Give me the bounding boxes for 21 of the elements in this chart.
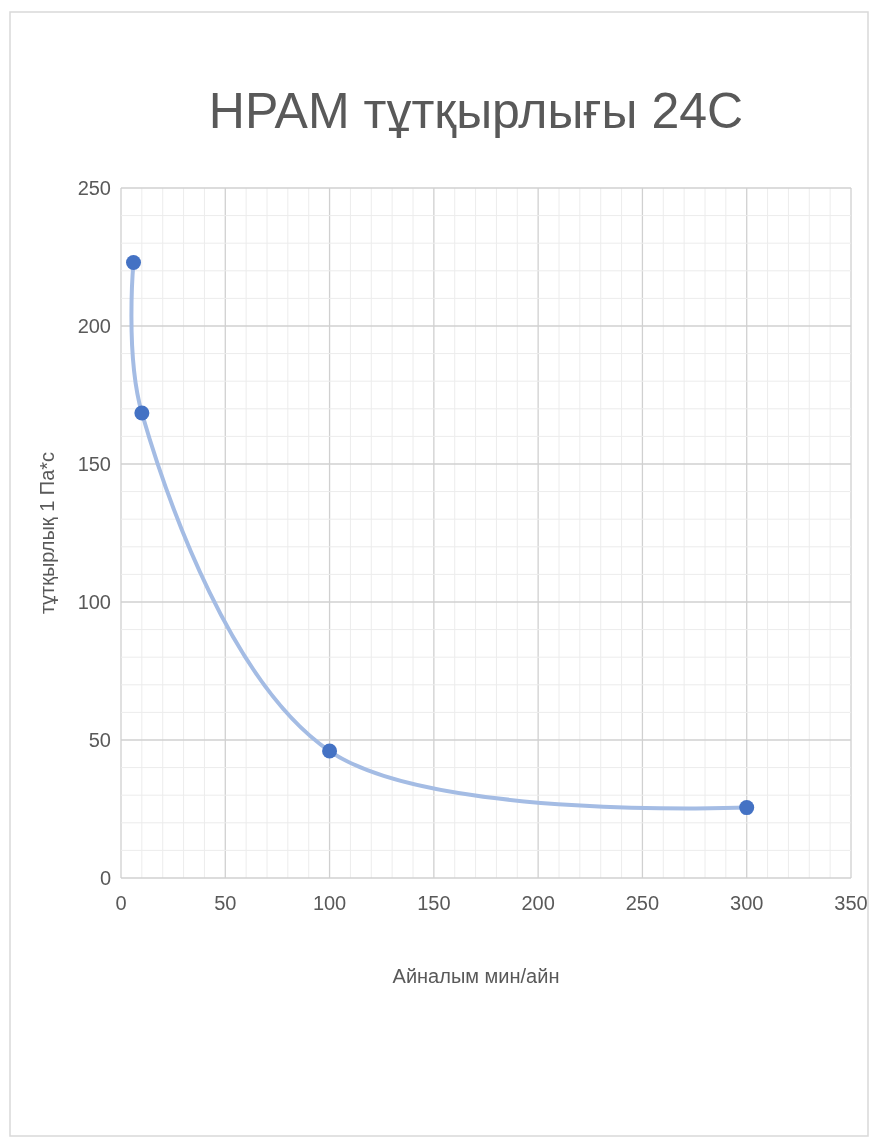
y-tick-label: 250 bbox=[77, 177, 111, 199]
point bbox=[134, 405, 150, 421]
point bbox=[126, 255, 142, 271]
x-tick-label: 250 bbox=[625, 892, 660, 914]
x-tick-label: 50 bbox=[214, 892, 237, 914]
chart-title: HPAM тұтқырлығы 24C bbox=[208, 83, 744, 139]
x-tick-label: 100 bbox=[312, 892, 347, 914]
x-tick-label: 350 bbox=[834, 892, 868, 914]
point bbox=[739, 800, 755, 816]
y-tick-label: 150 bbox=[77, 453, 111, 475]
x-tick-label: 200 bbox=[521, 892, 555, 914]
y-tick-label: 100 bbox=[77, 591, 111, 613]
y-axis-title: тұтқырлық 1 Па*с bbox=[36, 451, 58, 615]
x-tick-label: 300 bbox=[730, 892, 764, 914]
x-tick-label: 150 bbox=[417, 892, 451, 914]
point bbox=[322, 743, 338, 759]
y-tick-label: 200 bbox=[77, 315, 111, 337]
y-tick-label: 50 bbox=[88, 729, 111, 751]
y-tick-label: 0 bbox=[99, 867, 111, 889]
x-tick-label: 0 bbox=[115, 892, 127, 914]
x-axis-title: Айналым мин/айн bbox=[392, 965, 560, 987]
